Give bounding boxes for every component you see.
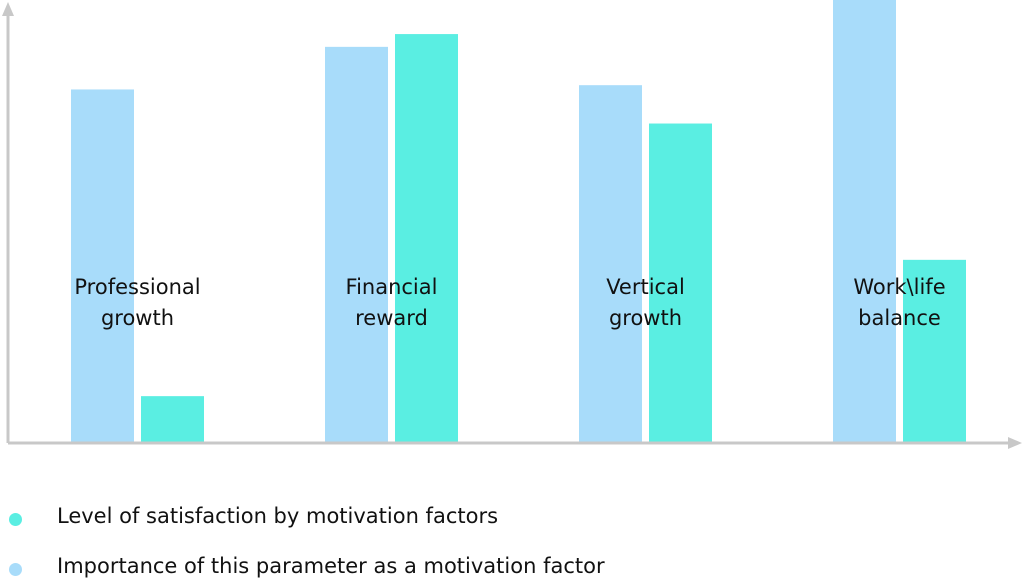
- bar-work-life-balance-series-0: [833, 0, 896, 443]
- legend-label-satisfaction: Level of satisfaction by motivation fact…: [57, 504, 499, 528]
- bar-financial-reward-series-1: [395, 34, 458, 443]
- category-label-line: growth: [609, 306, 682, 330]
- legend-item-importance: Importance of this parameter as a motiva…: [0, 552, 1024, 586]
- x-axis-arrow: [1008, 437, 1022, 449]
- category-label-line: reward: [355, 306, 428, 330]
- category-label-line: Financial: [346, 275, 438, 299]
- bar-vertical-growth-series-1: [649, 123, 712, 444]
- bars-group: [71, 0, 966, 444]
- bar-vertical-growth-series-0: [579, 85, 642, 443]
- bar-professional-growth-series-1: [141, 396, 204, 443]
- legend-label-importance: Importance of this parameter as a motiva…: [57, 554, 605, 578]
- bar-professional-growth-series-0: [71, 89, 134, 444]
- category-label-line: Professional: [74, 275, 200, 299]
- category-label-line: balance: [858, 306, 941, 330]
- legend-item-satisfaction: Level of satisfaction by motivation fact…: [0, 502, 1024, 536]
- category-label-professional-growth: Professional growth: [74, 275, 200, 330]
- category-label-financial-reward: Financial reward: [346, 275, 438, 330]
- bar-chart: Professional growth Financial reward Vertica…: [2, 0, 1022, 449]
- y-axis-arrow: [2, 2, 14, 16]
- legend-swatch-satisfaction: [9, 513, 22, 526]
- category-label-vertical-growth: Vertical growth: [606, 275, 685, 330]
- bar-work-life-balance-series-1: [903, 259, 966, 443]
- category-label-work-life-balance: Work\life balance: [853, 275, 945, 330]
- legend-swatch-importance: [9, 563, 22, 576]
- category-label-line: growth: [101, 306, 174, 330]
- category-label-line: Work\life: [853, 275, 945, 299]
- category-label-line: Vertical: [606, 275, 685, 299]
- bar-financial-reward-series-0: [325, 46, 388, 443]
- category-labels: Professional growth Financial reward Vertica…: [74, 275, 945, 330]
